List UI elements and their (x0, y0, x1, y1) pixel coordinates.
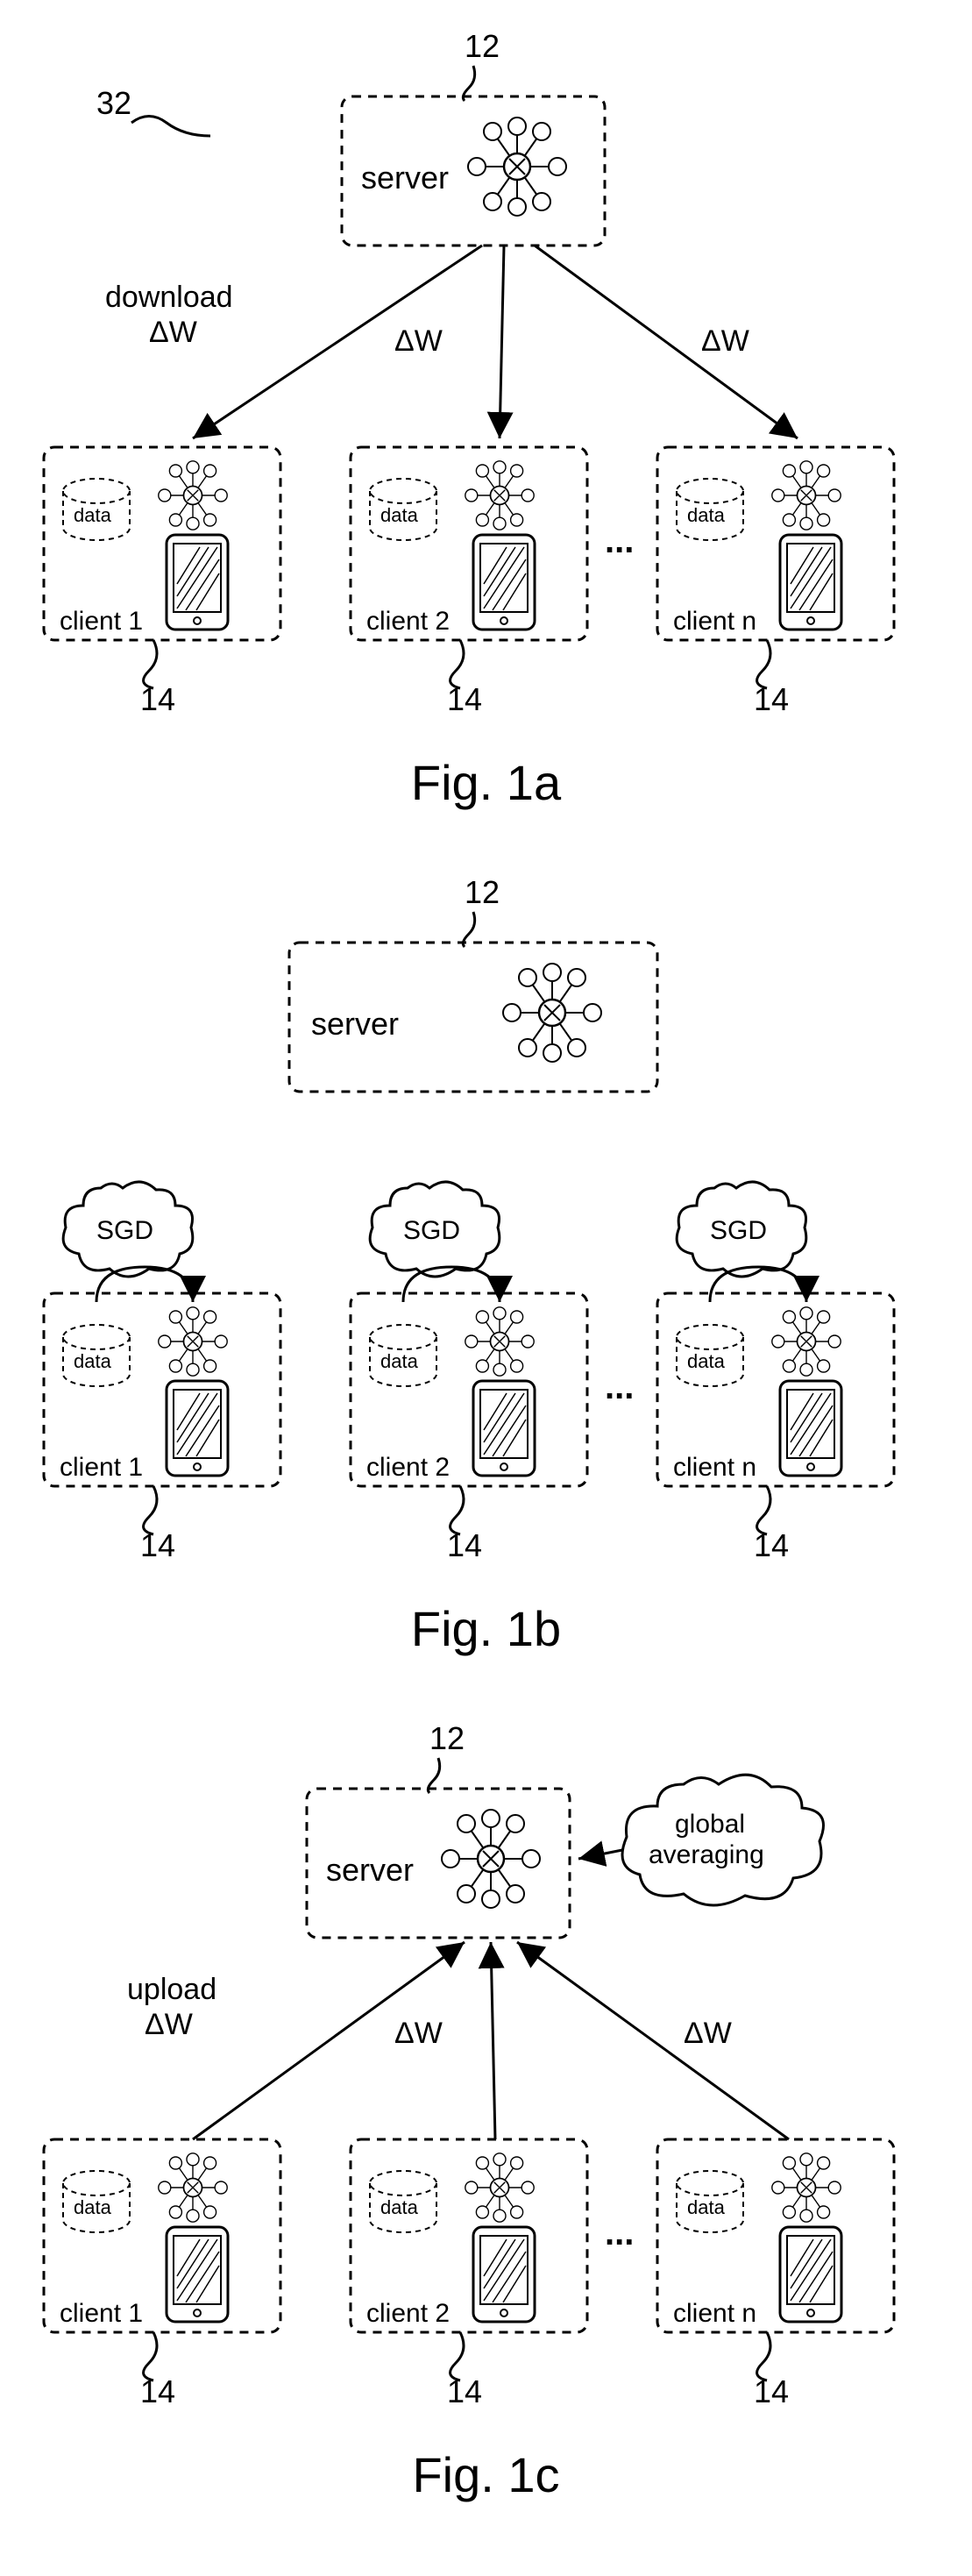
system-ref-32: 32 (96, 85, 131, 121)
client-ref-c2: 14 (447, 2373, 482, 2409)
sgd-label-bn: SGD (710, 1216, 767, 1245)
arrow-a-2 (500, 246, 504, 438)
data-label-a2: data (380, 504, 419, 526)
figure-1b-panel: server 12 SGD data (9, 864, 963, 1657)
fig-1a-caption: Fig. 1a (9, 754, 963, 811)
client-ref-c1: 14 (140, 2373, 175, 2409)
client-ref-bn: 14 (754, 1527, 789, 1563)
figure-1b-svg: server 12 SGD data (9, 864, 963, 1583)
client-box-n: data client n (657, 447, 894, 640)
data-label-bn: data (687, 1350, 726, 1372)
edge-dw-3: ΔW (701, 324, 749, 358)
ellipsis-b: ... (605, 1368, 634, 1406)
client-ref-b1: 14 (140, 1527, 175, 1563)
fig-1c-caption: Fig. 1c (9, 2446, 963, 2503)
sgd-label-b2: SGD (403, 1216, 460, 1245)
client-group-b2: SGD data client 2 (351, 1182, 587, 1486)
ellipsis-a: ... (605, 522, 634, 560)
server-nn-icon-c (442, 1810, 540, 1908)
data-label-c2: data (380, 2196, 419, 2218)
client-group-b1: SGD data client 1 (44, 1182, 280, 1486)
client-label-an: client n (673, 607, 756, 636)
client-box-c1: data client 1 (44, 2139, 280, 2332)
client-label-c1: client 1 (60, 2299, 143, 2328)
edge-dw-c2: ΔW (394, 2017, 443, 2050)
download-dw: ΔW (149, 316, 197, 349)
edge-dw-2: ΔW (394, 324, 443, 358)
client-ref-b2: 14 (447, 1527, 482, 1563)
server-label-c: server (326, 1852, 414, 1888)
data-label-cn: data (687, 2196, 726, 2218)
upload-label: upload (127, 1973, 216, 2006)
client-label-c2: client 2 (366, 2299, 450, 2328)
client-group-bn: SGD data client n (657, 1182, 894, 1486)
arrow-cloud-server (578, 1850, 622, 1859)
client-label-b2: client 2 (366, 1453, 450, 1482)
data-label-b2: data (380, 1350, 419, 1372)
server-ref-12b: 12 (465, 874, 500, 910)
server-label-b: server (311, 1006, 399, 1042)
server-ref-12c: 12 (429, 1720, 465, 1756)
client-label-a1: client 1 (60, 607, 143, 636)
download-label: download (105, 281, 233, 314)
figure-1c-panel: server 12 global averaging upload ΔW ΔW … (9, 1710, 963, 2503)
arrow-c-2 (491, 1942, 495, 2139)
client-box-2: data client 2 (351, 447, 587, 640)
data-label-an: data (687, 504, 726, 526)
figure-1c-svg: server 12 global averaging upload ΔW ΔW … (9, 1710, 963, 2429)
client-box-1: data client 1 (44, 447, 280, 640)
upload-dw: ΔW (145, 2008, 193, 2041)
server-ref-12: 12 (465, 28, 500, 64)
arrow-c-3 (517, 1942, 789, 2139)
edge-dw-c3: ΔW (684, 2017, 732, 2050)
squiggle-32 (131, 117, 210, 137)
client-label-a2: client 2 (366, 607, 450, 636)
fig-1b-caption: Fig. 1b (9, 1600, 963, 1657)
ellipsis-c: ... (605, 2214, 634, 2252)
client-ref-a1: 14 (140, 681, 175, 717)
figure-1a-svg: 32 server 12 download ΔW ΔW ΔW data (9, 18, 963, 737)
client-label-cn: client n (673, 2299, 756, 2328)
client-box-c2: data client 2 (351, 2139, 587, 2332)
server-nn-icon-b (503, 964, 601, 1062)
client-ref-cn: 14 (754, 2373, 789, 2409)
client-label-bn: client n (673, 1453, 756, 1482)
client-ref-a2: 14 (447, 681, 482, 717)
data-label-b1: data (74, 1350, 112, 1372)
client-label-b1: client 1 (60, 1453, 143, 1482)
cloud-label-c1: global (675, 1810, 745, 1839)
arrow-a-3 (535, 246, 798, 438)
server-nn-icon (468, 117, 566, 216)
server-label: server (361, 160, 449, 196)
cloud-label-c2: averaging (649, 1840, 764, 1869)
client-ref-an: 14 (754, 681, 789, 717)
figure-1a-panel: 32 server 12 download ΔW ΔW ΔW data (9, 18, 963, 811)
sgd-label-b1: SGD (96, 1216, 153, 1245)
client-box-cn: data client n (657, 2139, 894, 2332)
data-label-a1: data (74, 504, 112, 526)
data-label-c1: data (74, 2196, 112, 2218)
